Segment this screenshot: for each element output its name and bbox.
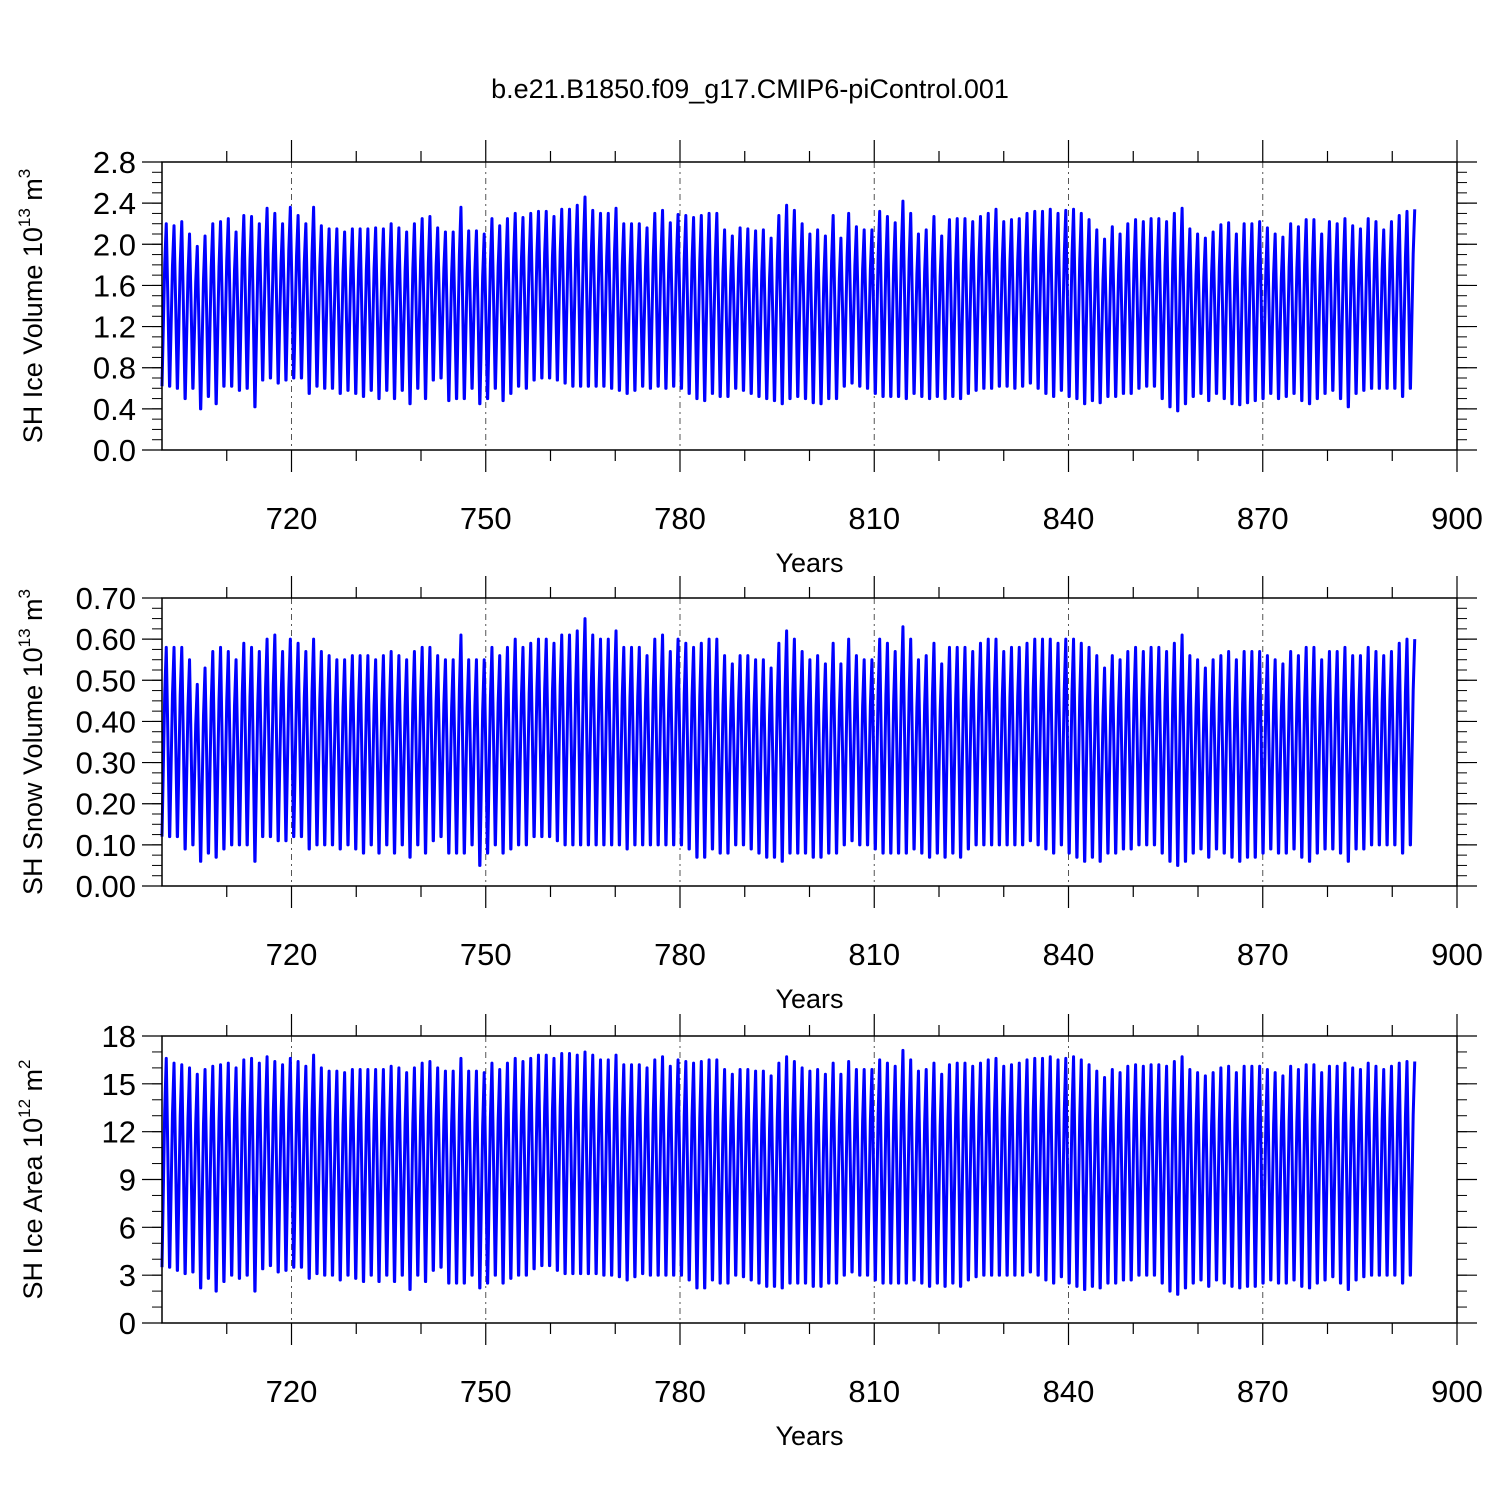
x-tick-label: 870 bbox=[1237, 937, 1289, 972]
y-axis-title-superscript: 3 bbox=[15, 169, 34, 178]
y-axis-title-superscript: 2 bbox=[15, 1060, 34, 1069]
y-axis-title: SH Ice Area 1012 m2 bbox=[15, 1060, 48, 1300]
y-tick-label: 18 bbox=[102, 1019, 136, 1054]
y-axis-title-part: m bbox=[18, 598, 48, 628]
x-tick-label: 750 bbox=[460, 501, 512, 536]
x-tick-label: 720 bbox=[266, 1374, 318, 1409]
y-tick-label: 6 bbox=[119, 1210, 136, 1245]
y-axis-title-part: SH Snow Volume 10 bbox=[18, 647, 48, 895]
y-tick-label: 2.0 bbox=[93, 227, 136, 262]
y-tick-label: 3 bbox=[119, 1258, 136, 1293]
y-tick-label: 0.10 bbox=[76, 828, 136, 863]
x-tick-label: 810 bbox=[848, 937, 900, 972]
x-tick-label: 720 bbox=[266, 937, 318, 972]
y-tick-label: 0.70 bbox=[76, 581, 136, 616]
y-axis-title-part: SH Ice Area 10 bbox=[18, 1118, 48, 1300]
y-tick-label: 15 bbox=[102, 1067, 136, 1102]
x-tick-label: 750 bbox=[460, 1374, 512, 1409]
x-axis-title: Years bbox=[775, 548, 843, 578]
x-tick-label: 840 bbox=[1043, 1374, 1095, 1409]
y-tick-label: 0.00 bbox=[76, 869, 136, 904]
x-tick-label: 720 bbox=[266, 501, 318, 536]
y-axis-title-part: m bbox=[18, 1069, 48, 1099]
series-line bbox=[160, 1048, 1417, 1296]
x-tick-label: 900 bbox=[1431, 1374, 1483, 1409]
chart-panel-1: 0.0 0.4 0.8 1.2 1.6 2.0 2.4 2.8 720 750 780 810 840 8… bbox=[15, 140, 1483, 578]
series-line bbox=[160, 195, 1417, 413]
x-tick-label: 780 bbox=[654, 501, 706, 536]
y-axis-title-superscript: 13 bbox=[15, 628, 34, 647]
y-tick-label: 1.6 bbox=[93, 268, 136, 303]
x-tick-label: 810 bbox=[848, 1374, 900, 1409]
y-tick-label: 0.60 bbox=[76, 622, 136, 657]
y-tick-label: 0.50 bbox=[76, 663, 136, 698]
x-tick-label: 870 bbox=[1237, 501, 1289, 536]
x-tick-label: 780 bbox=[654, 1374, 706, 1409]
x-tick-label: 840 bbox=[1043, 937, 1095, 972]
x-tick-label: 870 bbox=[1237, 1374, 1289, 1409]
x-tick-label: 900 bbox=[1431, 501, 1483, 536]
y-tick-label: 1.2 bbox=[93, 310, 136, 345]
chart-panel-3: 0 3 6 9 12 15 18 720 750 780 810 840 870 900 Years SH I… bbox=[15, 1014, 1483, 1451]
y-axis-title: SH Ice Volume 1013 m3 bbox=[15, 169, 48, 444]
x-axis-title: Years bbox=[775, 984, 843, 1014]
x-tick-label: 840 bbox=[1043, 501, 1095, 536]
y-tick-label: 0.0 bbox=[93, 433, 136, 468]
y-tick-label: 0.8 bbox=[93, 351, 136, 386]
y-axis-title-superscript: 13 bbox=[15, 208, 34, 227]
y-tick-label: 9 bbox=[119, 1163, 136, 1198]
y-axis-title-superscript: 12 bbox=[15, 1099, 34, 1118]
y-axis-title-part: m bbox=[18, 178, 48, 208]
y-tick-label: 0.20 bbox=[76, 787, 136, 822]
y-tick-label: 2.8 bbox=[93, 145, 136, 180]
y-axis-title-superscript: 3 bbox=[15, 589, 34, 598]
series-line bbox=[160, 617, 1417, 867]
x-tick-label: 780 bbox=[654, 937, 706, 972]
x-tick-label: 810 bbox=[848, 501, 900, 536]
x-tick-label: 900 bbox=[1431, 937, 1483, 972]
y-tick-label: 12 bbox=[102, 1115, 136, 1150]
y-tick-label: 0.4 bbox=[93, 392, 136, 427]
y-axis-title-part: SH Ice Volume 10 bbox=[18, 227, 48, 443]
x-axis-title: Years bbox=[775, 1421, 843, 1451]
y-tick-label: 0.30 bbox=[76, 746, 136, 781]
chart-panel-2: 0.00 0.10 0.20 0.30 0.40 0.50 0.60 0.70 720 750 78… bbox=[15, 576, 1483, 1014]
y-axis-title: SH Snow Volume 1013 m3 bbox=[15, 589, 48, 895]
y-tick-label: 0.40 bbox=[76, 704, 136, 739]
x-tick-label: 750 bbox=[460, 937, 512, 972]
chart-title: b.e21.B1850.f09_g17.CMIP6-piControl.001 bbox=[491, 74, 1009, 104]
y-tick-label: 0 bbox=[119, 1306, 136, 1341]
y-tick-label: 2.4 bbox=[93, 186, 136, 221]
